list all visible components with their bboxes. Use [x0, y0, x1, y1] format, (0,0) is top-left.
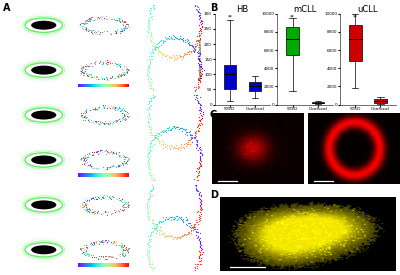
- Title: HB: HB: [236, 5, 249, 14]
- Text: STED: STED: [3, 244, 7, 255]
- Text: Confocal: Confocal: [3, 106, 7, 125]
- Text: **: **: [228, 15, 232, 20]
- Text: **: **: [290, 15, 295, 20]
- Y-axis label: Number of clusters: Number of clusters: [199, 39, 203, 80]
- Text: STED: STED: [3, 154, 7, 166]
- Text: A: A: [3, 3, 10, 13]
- Ellipse shape: [31, 200, 56, 209]
- Text: B: B: [210, 3, 217, 13]
- Text: HB: HB: [18, 6, 28, 10]
- Text: mCLL: mCLL: [18, 95, 37, 100]
- Title: uCLL: uCLL: [358, 5, 378, 14]
- PathPatch shape: [286, 28, 299, 54]
- PathPatch shape: [312, 102, 324, 103]
- Text: Confocal: Confocal: [3, 16, 7, 35]
- PathPatch shape: [224, 65, 236, 89]
- Ellipse shape: [31, 245, 56, 254]
- Ellipse shape: [31, 155, 56, 164]
- PathPatch shape: [249, 82, 262, 91]
- PathPatch shape: [374, 99, 387, 103]
- PathPatch shape: [349, 25, 362, 61]
- Ellipse shape: [31, 111, 56, 120]
- Text: D: D: [210, 190, 218, 200]
- Text: uCLL: uCLL: [18, 185, 35, 190]
- Text: C: C: [210, 110, 217, 120]
- Ellipse shape: [31, 21, 56, 30]
- Ellipse shape: [31, 66, 56, 75]
- Text: STED: STED: [3, 64, 7, 76]
- Title: mCLL: mCLL: [294, 5, 317, 14]
- Text: Confocal: Confocal: [3, 196, 7, 214]
- Text: **: **: [353, 15, 358, 20]
